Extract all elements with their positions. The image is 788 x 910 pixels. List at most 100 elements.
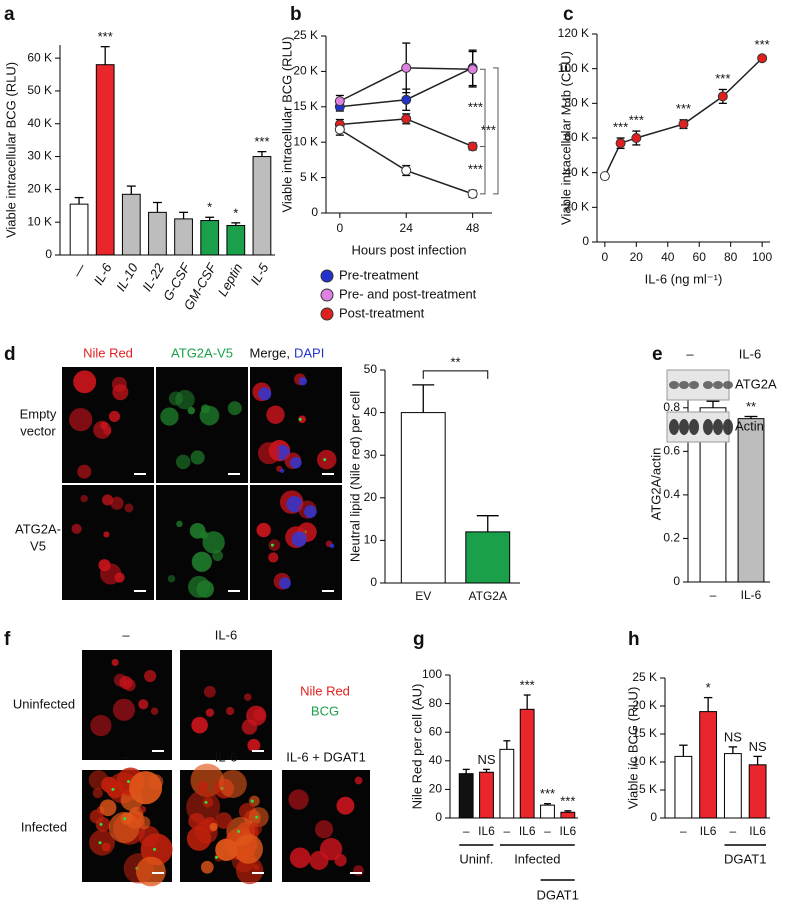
marker [599,171,610,182]
significance-label: *** [468,162,483,177]
column-header: ATG2A-V5 [171,345,233,360]
cell [268,552,279,563]
bar [252,156,272,256]
cell [314,820,334,839]
bracket [422,370,489,379]
bacteria [215,855,219,859]
y-axis-label: ATG2A/actin [648,448,663,521]
group-label: DGAT1 [724,851,766,866]
y-tick-label: 80 K [564,96,589,110]
y-tick-label: 0 [435,810,442,824]
row-label: Uninfected [13,696,75,711]
cell [199,405,220,426]
marker [401,94,412,105]
x-tick-label: IL6 [519,824,536,838]
panel-letter: f [4,629,11,650]
x-tick-label: – [680,824,687,838]
panel-letter: a [4,4,15,25]
micrograph [250,367,342,483]
significance-label: *** [98,29,113,44]
cell [98,559,111,572]
cell [225,706,235,716]
cell [253,708,266,721]
cell [244,693,252,701]
x-tick-label: 20 [630,250,644,264]
y-tick-label: 0.6 [663,444,680,458]
cell [236,856,264,885]
y-tick-label: 40 [429,753,443,767]
marker [401,165,412,176]
bar [465,531,511,584]
y-tick-label: 20 K [293,64,318,78]
x-tick-label: 40 [661,250,675,264]
cell [123,679,136,692]
micrograph [156,485,248,600]
cell [139,806,147,813]
cell [80,494,88,503]
micrograph [180,650,272,760]
cell [175,454,191,470]
y-tick-label: 0.2 [663,531,680,545]
bar [519,708,535,819]
y-tick-label: 30 [364,447,378,461]
x-tick-label: Leptin [215,261,246,299]
cell [205,708,215,717]
marker [757,53,768,64]
y-tick-label: 50 K [27,83,52,97]
y-tick-label: 0 [370,575,377,589]
x-tick-label: – [544,824,551,838]
cell [69,408,93,432]
significance-label: NS [749,739,767,754]
y-axis-label: Viable intracellular BCG (RLU) [3,62,18,238]
marker [717,91,728,102]
bar [400,412,446,584]
cell [167,574,176,583]
y-tick-label: 20 [364,490,378,504]
cell [200,860,214,874]
cell [176,520,183,528]
cell [110,496,124,510]
legend-marker [320,307,334,321]
cell [136,856,166,887]
significance-label: *** [520,677,535,692]
bacteria [123,817,127,821]
x-tick-label: – [463,824,470,838]
cell [144,669,157,683]
bacteria [255,815,259,819]
cell [309,850,329,870]
significance-label: ** [746,399,756,414]
nucleus [304,505,317,519]
cell [92,788,103,799]
blot-band [689,381,699,389]
bacteria [111,787,115,791]
column-header: – [122,749,130,764]
bar [174,218,193,256]
y-tick-label: 15 K [632,726,657,740]
y-tick-label: 0 [650,810,657,824]
nucleus [279,577,291,590]
panel-letter: d [4,344,16,365]
bar [69,203,89,256]
x-tick-label: — [69,260,89,280]
y-axis-label: Viable intracellular BCG (RLU) [279,36,294,212]
column-header: – [122,627,130,642]
y-tick-label: 25 K [293,28,318,42]
cell [187,406,196,415]
y-tick-label: 5 K [300,170,318,184]
y-tick-label: 50 [364,362,378,376]
nucleus [298,377,308,386]
significance-label: *** [481,122,496,137]
bar [226,224,246,256]
y-tick-label: 0 [582,234,589,248]
y-tick-label: 0 [673,574,680,588]
x-tick-label: IL-6 [91,260,116,288]
blot-band [689,419,699,435]
x-tick-label: 0 [336,221,343,235]
column-header: Merge, [250,345,290,360]
y-tick-label: 10 K [27,214,52,228]
blot-band [669,381,679,389]
cell [353,865,364,876]
bacteria [237,829,241,833]
y-axis-label: Nile Red per cell (AU) [409,684,424,810]
cell [77,464,92,479]
